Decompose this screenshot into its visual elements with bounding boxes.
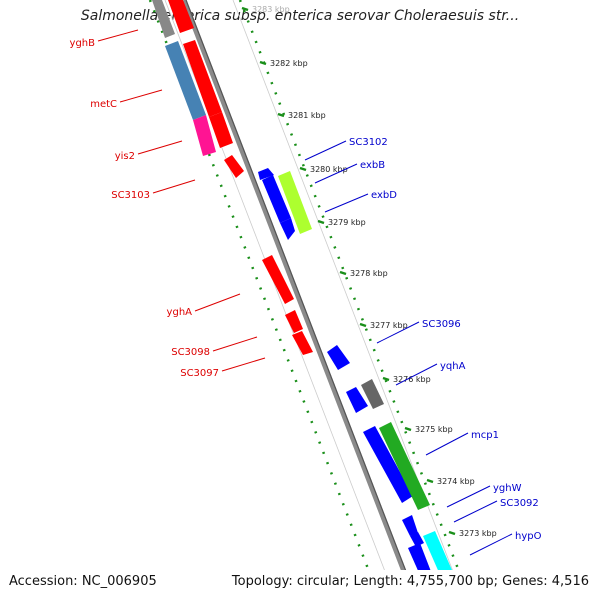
label-connector xyxy=(152,179,196,194)
genome-backbone-shade xyxy=(185,0,407,570)
kbp-label: 3274 kbp xyxy=(437,477,475,486)
kbp-tick xyxy=(382,376,390,382)
gene-label-yghW[interactable]: yghW xyxy=(493,483,522,494)
kbp-tick xyxy=(299,166,307,172)
gene-yghA[interactable] xyxy=(262,255,294,304)
gene-label-yghB[interactable]: yghB xyxy=(70,38,96,49)
label-connector xyxy=(376,321,420,344)
kbp-scale: 3283 kbp 3282 kbp 3281 kbp 3280 kbp 3279 kbp… xyxy=(241,5,497,538)
gene-exbD[interactable] xyxy=(280,218,295,240)
gene-label-SC3098[interactable]: SC3098 xyxy=(171,347,210,358)
label-connector xyxy=(453,500,498,523)
gene-metC[interactable] xyxy=(165,41,206,120)
gene-label-metC[interactable]: metC xyxy=(90,99,117,110)
kbp-label: 3283 kbp xyxy=(252,5,290,14)
gene-label-SC3102[interactable]: SC3102 xyxy=(349,137,388,148)
kbp-label: 3278 kbp xyxy=(350,269,388,278)
gene-label-yis2[interactable]: yis2 xyxy=(115,151,135,162)
label-connector xyxy=(137,140,183,155)
kbp-tick xyxy=(359,322,367,328)
gene-SC3097[interactable] xyxy=(292,331,313,355)
label-connector xyxy=(324,193,369,213)
genome-backbone xyxy=(181,0,407,570)
kbp-label: 3279 kbp xyxy=(328,218,366,227)
outer-right-guide xyxy=(238,0,460,570)
label-connector xyxy=(395,363,438,386)
gene-lime[interactable] xyxy=(278,171,312,234)
label-connector xyxy=(212,336,258,352)
kbp-tick xyxy=(404,426,412,432)
gene-SC3098[interactable] xyxy=(285,310,303,333)
gene-label-yqhA[interactable]: yqhA xyxy=(440,361,466,372)
kbp-label: 3276 kbp xyxy=(393,375,431,384)
gene-label-mcp1[interactable]: mcp1 xyxy=(471,430,499,441)
label-connector xyxy=(469,533,513,556)
label-connector xyxy=(314,163,358,184)
kbp-tick xyxy=(259,60,267,66)
gene-yis2[interactable] xyxy=(193,115,216,156)
gene-yghW[interactable] xyxy=(402,515,418,536)
gene-SC3103[interactable] xyxy=(224,155,244,178)
kbp-label: 3281 kbp xyxy=(288,111,326,120)
gene-hypO[interactable] xyxy=(423,531,465,600)
kbp-tick xyxy=(241,6,249,12)
gene-mcp1-green[interactable] xyxy=(379,422,430,510)
label-connector xyxy=(97,29,139,42)
gene-label-yghA[interactable]: yghA xyxy=(167,307,193,318)
genome-stats: Topology: circular; Length: 4,755,700 bp… xyxy=(231,574,589,589)
gene-label-SC3092[interactable]: SC3092 xyxy=(500,498,539,509)
gene-label-SC3096[interactable]: SC3096 xyxy=(422,319,461,330)
label-connector xyxy=(119,89,163,103)
kbp-tick xyxy=(317,219,325,225)
gene-mcp1[interactable] xyxy=(363,426,413,503)
gene-label-exbD[interactable]: exbD xyxy=(371,190,397,201)
kbp-tick xyxy=(339,270,347,276)
kbp-tick xyxy=(277,112,285,118)
gene-SC3092[interactable] xyxy=(410,532,424,547)
gene-label-hypO[interactable]: hypO xyxy=(515,531,542,542)
kbp-label: 3280 kbp xyxy=(310,165,348,174)
label-connector xyxy=(221,357,266,372)
label-connector xyxy=(425,432,469,456)
gene-yqhA[interactable] xyxy=(346,387,368,413)
gene-grey-2[interactable] xyxy=(361,379,384,409)
gene-SC3096[interactable] xyxy=(327,345,350,370)
kbp-tick xyxy=(448,530,456,536)
gene-labels: yghB metC yis2 SC3103 yghA SC3098 SC3097 SC3102… xyxy=(70,38,542,542)
inner-right-guide xyxy=(232,0,453,570)
gene-yghB[interactable] xyxy=(152,0,175,38)
gene-SC3102[interactable] xyxy=(258,168,274,180)
gene-yghB-b[interactable] xyxy=(168,0,194,33)
gene-blue-end[interactable] xyxy=(408,543,442,600)
kbp-label: 3273 kbp xyxy=(459,529,497,538)
gene-exbB[interactable] xyxy=(262,175,291,223)
accession-text: Accession: NC_006905 xyxy=(9,574,157,589)
gene-red-2[interactable] xyxy=(209,112,233,148)
kbp-label: 3277 kbp xyxy=(370,321,408,330)
gene-label-exbB[interactable]: exbB xyxy=(360,160,385,171)
label-connectors xyxy=(97,29,513,556)
label-connector xyxy=(446,485,491,508)
gene-label-SC3103[interactable]: SC3103 xyxy=(111,190,150,201)
kbp-label: 3275 kbp xyxy=(415,425,453,434)
label-connector xyxy=(304,140,347,161)
label-connector xyxy=(194,293,241,312)
kbp-tick xyxy=(426,478,434,484)
kbp-label: 3282 kbp xyxy=(270,59,308,68)
gene-metC-red[interactable] xyxy=(183,40,222,117)
gene-label-SC3097[interactable]: SC3097 xyxy=(180,368,219,379)
